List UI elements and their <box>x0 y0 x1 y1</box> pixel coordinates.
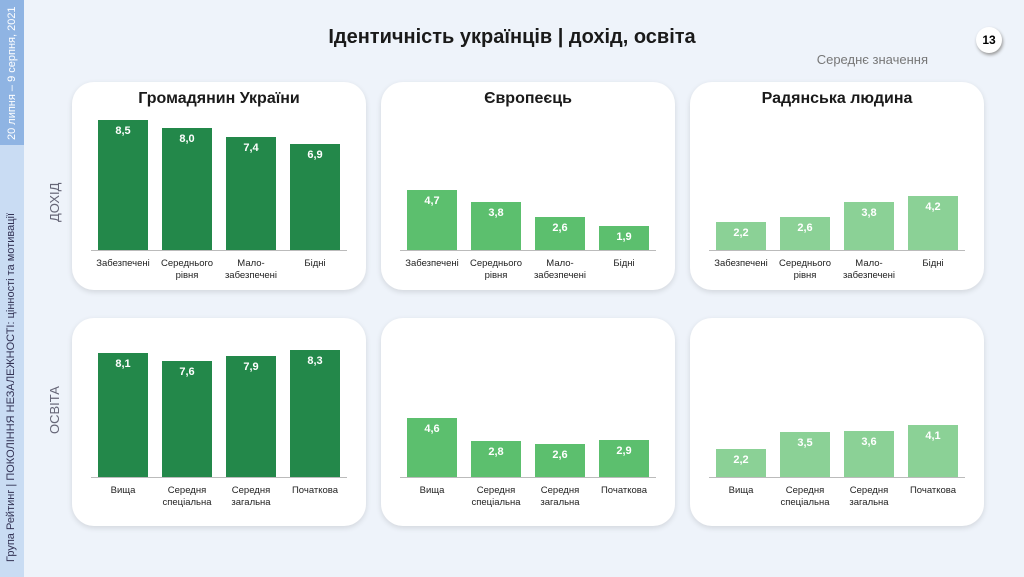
x-tick-label: Забезпечені <box>714 258 768 269</box>
subtitle: Середнє значення <box>816 52 928 67</box>
value-label: 2,9 <box>616 445 632 458</box>
axis-line <box>400 250 656 251</box>
bar <box>844 201 894 250</box>
value-label: 2,2 <box>733 226 749 239</box>
x-tick-label: Середня спеціальна <box>471 485 521 508</box>
source: Група Рейтинг | ПОКОЛІННЯ НЕЗАЛЕЖНОСТІ: … <box>5 213 17 562</box>
value-label: 6,9 <box>307 149 323 162</box>
value-label: 8,1 <box>115 358 131 371</box>
sidebar-top <box>0 0 24 145</box>
value-label: 8,3 <box>307 355 323 367</box>
bar <box>844 431 894 477</box>
row-label: ОСВІТА <box>47 386 62 434</box>
chart-panel: Громадянин України 8,5 Забезпечені 8,0 Серед… <box>72 82 366 290</box>
value-label: 8,5 <box>115 124 131 137</box>
x-tick-label: Бідні <box>304 258 326 269</box>
value-label: 8,0 <box>179 132 195 145</box>
x-tick-label: Вища <box>728 485 754 496</box>
bar <box>908 424 958 477</box>
bar <box>98 353 148 477</box>
value-label: 4,2 <box>925 201 941 214</box>
value-label: 2,8 <box>488 446 504 459</box>
x-tick-label: Мало- забезпечені <box>533 258 587 281</box>
bar <box>162 127 212 250</box>
bar <box>162 360 212 477</box>
x-tick-label: Середнього рівня <box>160 258 214 281</box>
date: 20 липня – 9 серпня, 2021 <box>6 6 18 140</box>
value-label: 3,5 <box>797 437 813 450</box>
bar <box>290 350 340 477</box>
value-label: 7,9 <box>243 361 259 374</box>
value-label: 2,6 <box>552 221 568 234</box>
x-tick-label: Середнього рівня <box>778 258 832 281</box>
bar <box>599 225 649 250</box>
axis-line <box>709 477 965 478</box>
axis-line <box>91 250 347 251</box>
bar <box>599 440 649 477</box>
bar <box>716 448 766 477</box>
bar <box>407 190 457 250</box>
chart-panel: Радянська людина 2,2 Забезпечені 2,6 Середнь… <box>690 82 984 290</box>
chart-title: Громадянин України <box>138 90 300 107</box>
x-tick-label: Бідні <box>922 258 944 269</box>
bar <box>535 216 585 250</box>
x-tick-label: Вища <box>110 485 136 496</box>
x-tick-label: Забезпечені <box>405 258 459 269</box>
x-tick-label: Середня загальна <box>849 485 889 508</box>
value-label: 4,6 <box>424 423 440 436</box>
axis-line <box>400 477 656 478</box>
bar <box>471 441 521 477</box>
bar <box>407 418 457 477</box>
value-label: 3,8 <box>861 206 877 219</box>
value-label: 2,6 <box>797 221 813 234</box>
chart-title: Радянська людина <box>761 90 913 107</box>
value-label: 3,6 <box>861 436 877 449</box>
bar <box>780 432 830 477</box>
bar <box>716 221 766 250</box>
slide-title: Ідентичність українців | дохід, освіта <box>328 26 696 48</box>
value-label: 7,6 <box>179 365 195 378</box>
value-label: 2,2 <box>733 453 749 466</box>
chart-title: Європеєць <box>484 90 572 107</box>
bar <box>226 356 276 477</box>
x-tick-label: Мало- забезпечені <box>224 258 278 281</box>
x-tick-label: Початкова <box>600 485 648 496</box>
value-label: 7,4 <box>243 141 259 154</box>
x-tick-label: Забезпечені <box>96 258 150 269</box>
chart-panel: Європеєць 4,7 Забезпечені 3,8 Середнього рів… <box>381 82 675 290</box>
bar <box>535 443 585 477</box>
x-tick-label: Початкова <box>909 485 957 496</box>
bar <box>780 216 830 250</box>
x-tick-label: Початкова <box>291 485 339 496</box>
chart-panel: 2,2 Вища 3,5 Середня спеціальна 3,6 Середня з… <box>690 318 984 526</box>
page-number: 13 <box>976 27 1002 53</box>
value-label: 4,1 <box>925 429 941 442</box>
bar <box>226 136 276 250</box>
bar <box>290 144 340 250</box>
bar <box>908 196 958 250</box>
bar <box>471 201 521 250</box>
x-tick-label: Середня загальна <box>231 485 271 508</box>
axis-line <box>709 250 965 251</box>
bar <box>98 119 148 250</box>
row-label: ДОХІД <box>47 182 62 222</box>
value-label: 2,6 <box>552 448 568 461</box>
chart-panel: 8,1 Вища 7,6 Середня спеціальна 7,9 Середня з… <box>72 318 366 526</box>
x-tick-label: Бідні <box>613 258 635 269</box>
x-tick-label: Середнього рівня <box>469 258 523 281</box>
chart-panel: 4,6 Вища 2,8 Середня спеціальна 2,6 Середня з… <box>381 318 675 526</box>
x-tick-label: Середня спеціальна <box>780 485 830 508</box>
x-tick-label: Мало- забезпечені <box>842 258 896 281</box>
value-label: 3,8 <box>488 206 504 219</box>
x-tick-label: Середня спеціальна <box>162 485 212 508</box>
value-label: 4,7 <box>424 195 440 208</box>
x-tick-label: Середня загальна <box>540 485 580 508</box>
value-label: 1,9 <box>616 230 632 243</box>
axis-line <box>91 477 347 478</box>
x-tick-label: Вища <box>419 485 445 496</box>
